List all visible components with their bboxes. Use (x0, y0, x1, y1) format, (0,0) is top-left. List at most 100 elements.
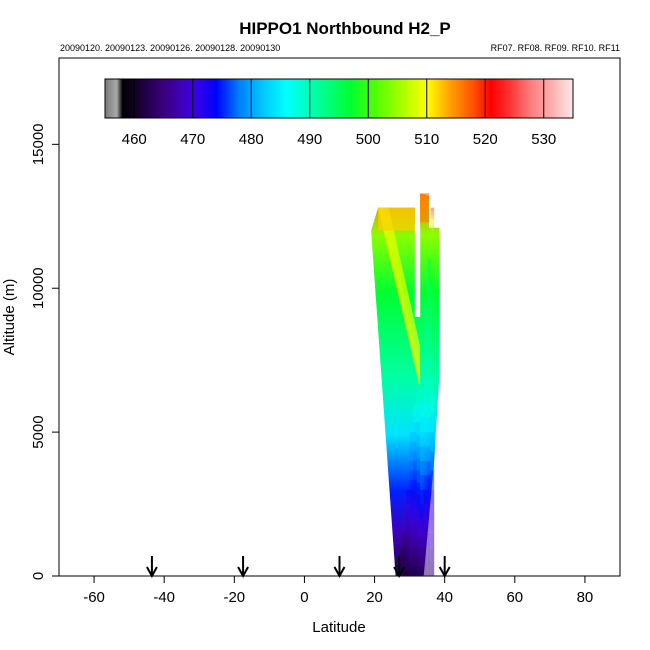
profile-cell (413, 451, 417, 461)
colorbar-tick-label: 520 (473, 131, 498, 148)
profile-cell (430, 219, 435, 223)
profile-cell (430, 223, 435, 227)
profile-cell (420, 388, 424, 404)
profile-cell (413, 537, 417, 548)
profile-cell (430, 302, 435, 317)
profile-cell (423, 475, 428, 490)
profile-cell (416, 398, 421, 411)
profile-cell (427, 355, 431, 380)
profile-cell (406, 525, 410, 533)
profile-cell (413, 441, 417, 452)
x-tick-label: -40 (153, 589, 175, 606)
colorbar-tick-label: 500 (356, 131, 381, 148)
profile-cell (423, 552, 428, 564)
colorbar-tick-label: 480 (239, 131, 264, 148)
profile-cell (406, 547, 410, 555)
profile-cell (416, 386, 421, 399)
profile-cell (427, 446, 431, 461)
colorbar-tick-label: 510 (414, 131, 439, 148)
profile-cell (430, 345, 435, 361)
profile-cell (420, 566, 424, 576)
profile-cell (416, 482, 421, 495)
flight-marker-arrow (438, 556, 451, 579)
profile-cell (427, 547, 431, 562)
profile-cell (427, 432, 431, 447)
profile-cell (416, 494, 421, 507)
profile-cell (413, 518, 417, 528)
profile-cell (420, 547, 424, 557)
colorbar-tick-label: 470 (180, 131, 205, 148)
profile-cell (423, 516, 428, 528)
profile-cell (430, 211, 435, 216)
profile-cell (413, 460, 417, 471)
flight-marker-arrow (237, 556, 249, 579)
profile-cell (427, 489, 431, 505)
profile-cell (430, 259, 435, 269)
profile-cell (423, 398, 428, 418)
profile-cell (413, 528, 417, 538)
profile-cell (430, 269, 435, 279)
profile-cell (402, 540, 407, 548)
profile-cell (420, 528, 424, 538)
profile-cell (406, 561, 410, 569)
chart-title: HIPPO1 Northbound H2_P (239, 19, 451, 38)
profile-cell (423, 321, 428, 341)
profile-cell (430, 230, 435, 241)
profile-cell (430, 374, 435, 394)
profile-cell (430, 561, 435, 576)
x-tick-label: 20 (366, 589, 383, 606)
profile-cell (430, 547, 435, 562)
y-tick-label: 15000 (30, 123, 47, 165)
profile-cell (420, 374, 424, 389)
flight-marker-arrow (146, 556, 158, 579)
profile-cell (409, 532, 414, 540)
profile-cell (409, 504, 414, 512)
profile-cell (420, 537, 424, 548)
colorbar-tick-label: 490 (297, 131, 322, 148)
top-cap-west (378, 207, 415, 231)
profile-cell (416, 422, 421, 435)
profile-cell (409, 451, 414, 461)
x-tick-label: 80 (577, 589, 594, 606)
profile-cell (413, 547, 417, 557)
profile-cell (430, 226, 435, 231)
profile-cell (420, 432, 424, 447)
profile-cell (430, 432, 435, 452)
profile-cell (406, 511, 410, 519)
profile-cell (416, 566, 421, 576)
y-tick-label: 10000 (30, 267, 47, 309)
profile-cell (406, 518, 410, 526)
profile-cell (413, 422, 417, 433)
flight-marker-arrow (333, 556, 346, 579)
profile-cell (423, 564, 428, 576)
profile-cell (427, 504, 431, 519)
profile-cell (399, 556, 403, 562)
profile-cell (423, 528, 428, 540)
high-value-band (378, 207, 421, 389)
profile-cell (427, 475, 431, 490)
profile-cell (427, 518, 431, 533)
profile-cell (399, 561, 403, 567)
profile-cell (409, 496, 414, 505)
profile-cell (402, 547, 407, 555)
profile-cell (402, 561, 407, 569)
profile-cell (420, 518, 424, 528)
profile-cell (430, 288, 435, 303)
profile-cell (409, 489, 414, 497)
profile-cell (427, 532, 431, 548)
profile-cell (416, 556, 421, 567)
profile-cell (413, 432, 417, 442)
profile-cell (430, 518, 435, 533)
profile-cell (416, 446, 421, 459)
profile-cell (420, 556, 424, 567)
profile-cell (409, 441, 414, 452)
profile-cell (423, 302, 428, 322)
profile-cell (427, 561, 431, 576)
x-tick-label: -20 (223, 589, 245, 606)
profile-cell (430, 331, 435, 346)
profile-cell (409, 432, 414, 442)
profile-cell (406, 554, 410, 562)
profile-cell (416, 434, 421, 447)
profile-cell (409, 470, 414, 481)
